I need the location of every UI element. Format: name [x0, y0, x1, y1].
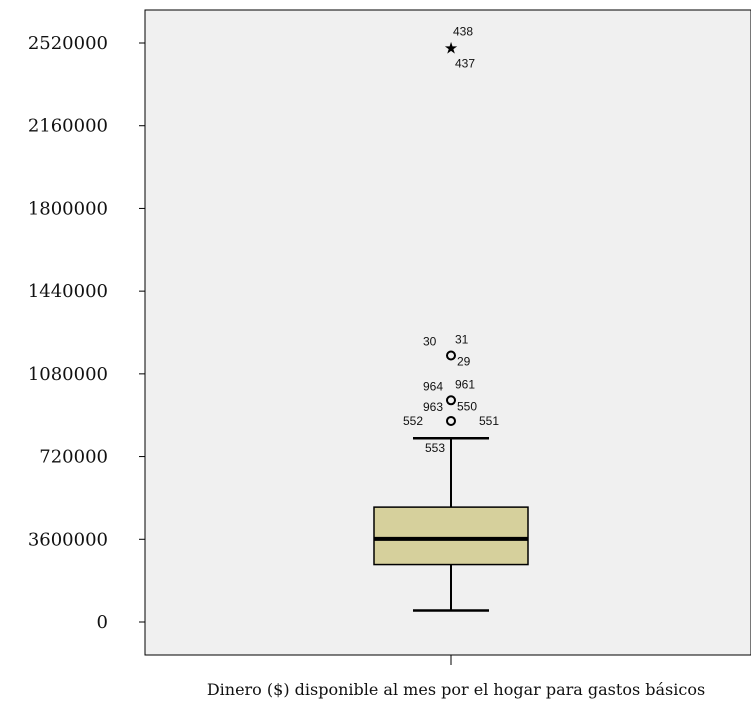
y-axis: 0 3600000 720000 1080000 1440000 1800000 21600… — [28, 33, 145, 633]
outlier-case-label: 550 — [457, 399, 477, 413]
y-tick-label: 3600000 — [28, 529, 108, 550]
y-tick-label: 720000 — [39, 447, 108, 468]
outlier-point — [446, 395, 456, 406]
extreme-outlier-point: ★ — [444, 39, 458, 58]
outlier-case-label: 552 — [403, 414, 423, 428]
y-tick-label: 2520000 — [28, 33, 108, 54]
y-tick-label: 2160000 — [28, 116, 108, 137]
iqr-box — [373, 506, 529, 566]
x-axis-label: Dinero ($) disponible al mes por el hoga… — [207, 680, 705, 699]
y-tick-label: 1080000 — [28, 364, 108, 385]
outlier-case-label: 30 — [423, 334, 437, 348]
whisker-case-label: 553 — [425, 441, 445, 455]
outlier-point — [446, 415, 456, 426]
outlier-case-label: 963 — [423, 400, 443, 414]
outlier-case-label: 961 — [455, 377, 475, 391]
outlier-case-label: 29 — [457, 354, 471, 368]
outlier-case-label: 964 — [423, 379, 443, 393]
y-tick-label: 1440000 — [28, 281, 108, 302]
y-tick-label: 0 — [97, 612, 108, 633]
box-plot: 553 — [373, 436, 529, 612]
outlier-case-label: 438 — [453, 25, 473, 39]
y-tick-label: 1800000 — [28, 198, 108, 219]
outlier-point — [446, 350, 456, 361]
outlier-case-label: 31 — [455, 332, 469, 346]
outlier-case-label: 437 — [455, 57, 475, 71]
outlier-case-label: 551 — [479, 414, 499, 428]
